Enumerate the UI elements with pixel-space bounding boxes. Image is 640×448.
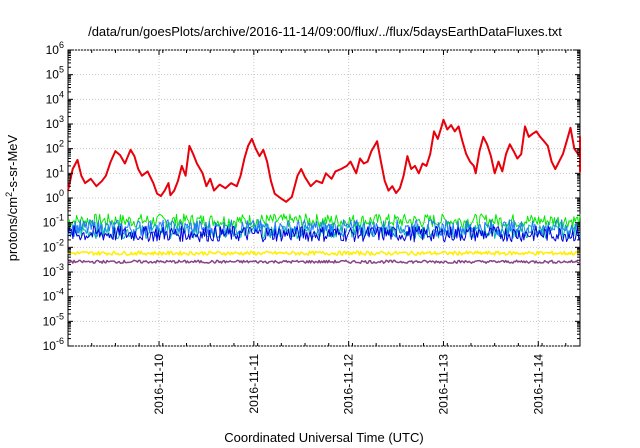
y-axis-ticks: 10-6 10-5 10-4 10-3 10-2 10-1 100 101 102 103 104 1… bbox=[43, 40, 580, 353]
x-tick-label: 2016-11-14 bbox=[531, 354, 545, 415]
x-tick-label: 2016-11-10 bbox=[152, 354, 166, 415]
series-line bbox=[67, 118, 581, 203]
y-tick-label: 10-6 bbox=[43, 336, 64, 353]
y-tick-label: 102 bbox=[46, 139, 64, 156]
y-tick-label: 10-4 bbox=[43, 287, 64, 304]
y-tick-label: 100 bbox=[46, 188, 64, 205]
series-line bbox=[67, 250, 581, 256]
y-tick-label: 10-3 bbox=[43, 262, 64, 279]
chart-title: /data/run/goesPlots/archive/2016-11-14/0… bbox=[88, 24, 562, 39]
grid-lines bbox=[68, 49, 580, 347]
y-axis-label: protons/cm2-s-sr-MeV bbox=[4, 134, 20, 261]
y-tick-label: 106 bbox=[46, 40, 64, 57]
x-tick-label: 2016-11-11 bbox=[247, 354, 261, 414]
x-axis-label: Coordinated Universal Time (UTC) bbox=[224, 430, 423, 445]
x-axis-ticks: 2016-11-10 2016-11-11 2016-11-12 2016-11-13… bbox=[67, 50, 567, 415]
y-tick-label: 104 bbox=[46, 89, 64, 106]
y-tick-label: 10-2 bbox=[43, 237, 64, 254]
y-tick-label: 101 bbox=[46, 163, 64, 180]
y-tick-label: 105 bbox=[46, 65, 64, 82]
y-tick-label: 103 bbox=[46, 114, 64, 131]
x-tick-label: 2016-11-12 bbox=[342, 354, 356, 415]
series-line bbox=[67, 225, 581, 243]
y-tick-label: 10-1 bbox=[43, 213, 64, 230]
series-line bbox=[67, 259, 581, 264]
x-tick-label: 2016-11-13 bbox=[436, 354, 450, 415]
y-tick-label: 10-5 bbox=[43, 311, 64, 328]
series-layer bbox=[67, 118, 581, 264]
series-line bbox=[67, 213, 581, 229]
